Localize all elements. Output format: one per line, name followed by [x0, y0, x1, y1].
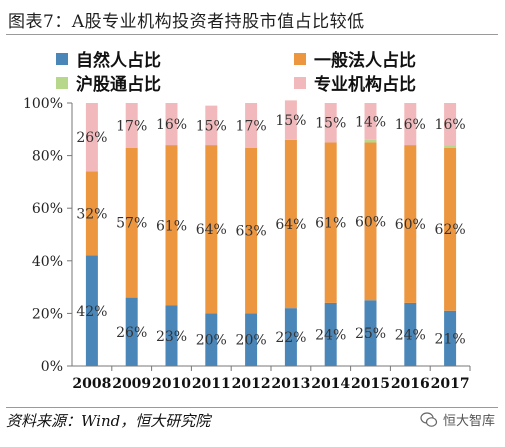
x-tick-label: 2015	[351, 376, 390, 392]
bar-segment	[284, 139, 297, 309]
data-label: 60%	[355, 214, 386, 230]
data-label: 16%	[435, 117, 466, 133]
legend-item-hugutong: 沪股通占比	[56, 70, 161, 95]
bar-segment	[324, 142, 337, 303]
bar-segment	[85, 171, 98, 256]
legend-item-zhuanye: 专业机构占比	[294, 70, 416, 95]
data-label: 22%	[275, 330, 306, 346]
bar-segment	[85, 255, 98, 366]
bar-segment	[444, 147, 457, 311]
bar-segment	[205, 313, 218, 366]
data-label: 42%	[76, 304, 107, 320]
data-label: 21%	[435, 331, 466, 347]
watermark-text: 恒大智库	[442, 414, 495, 429]
bar-segment	[324, 302, 337, 366]
bar-segment	[444, 310, 457, 366]
bar-segment	[364, 103, 377, 140]
data-label: 57%	[116, 216, 147, 232]
y-tick-label: 0%	[41, 359, 63, 375]
legend-item-yiban: 一般法人占比	[294, 46, 416, 71]
x-tick-label: 2010	[152, 376, 191, 392]
x-tick-label: 2017	[431, 376, 470, 392]
source-note: 资料来源：Wind，恒大研究院	[6, 412, 211, 430]
bar-segment	[404, 145, 417, 303]
y-tick-label: 40%	[32, 254, 63, 270]
bar-segment	[165, 103, 178, 146]
legend-label-yiban: 一般法人占比	[314, 51, 416, 71]
title-divider	[6, 34, 498, 35]
data-label: 20%	[236, 333, 267, 349]
data-label: 64%	[196, 222, 227, 238]
data-label: 32%	[76, 206, 107, 222]
data-label: 61%	[315, 216, 346, 232]
watermark: 恒大智库	[420, 410, 495, 429]
bar-segment	[364, 142, 377, 301]
legend-item-ziran: 自然人占比	[56, 46, 161, 71]
bar-segment	[205, 145, 218, 314]
data-label: 64%	[275, 217, 306, 233]
x-tick-label: 2014	[311, 376, 350, 392]
bar-segment	[284, 308, 297, 366]
bar-segment	[364, 139, 377, 143]
data-label: 14%	[355, 114, 386, 130]
x-tick-label: 2011	[192, 376, 231, 392]
bar-segment	[245, 103, 258, 148]
bar-segment	[125, 103, 138, 148]
data-label: 24%	[395, 327, 426, 343]
bar-segment	[284, 100, 297, 140]
x-tick-label: 2009	[112, 376, 151, 392]
data-label: 26%	[76, 130, 107, 146]
bar-segment	[404, 103, 417, 146]
data-label: 20%	[196, 333, 227, 349]
data-label: 17%	[236, 118, 267, 134]
source-divider	[6, 407, 498, 408]
bar-segment	[85, 103, 98, 172]
bar-segment	[245, 147, 258, 314]
chart-legend: 自然人占比 一般法人占比 沪股通占比 专业机构占比	[56, 44, 496, 95]
y-tick-label: 60%	[32, 201, 63, 217]
bar-segment	[165, 305, 178, 366]
x-tick-label: 2012	[232, 376, 271, 392]
data-label: 25%	[355, 326, 386, 342]
wechat-icon	[420, 411, 438, 427]
legend-swatch-hugutong	[56, 76, 68, 89]
bar-segment	[125, 147, 138, 298]
legend-label-ziran: 自然人占比	[76, 51, 161, 71]
data-label: 15%	[275, 113, 306, 129]
legend-swatch-ziran	[56, 52, 68, 65]
bar-segment	[324, 103, 337, 143]
bar-segment	[165, 145, 178, 306]
bar-segment	[404, 302, 417, 366]
bar-segment	[245, 313, 258, 366]
bar-segment	[444, 145, 457, 148]
data-label: 26%	[116, 325, 147, 341]
legend-label-hugutong: 沪股通占比	[76, 75, 161, 95]
legend-swatch-zhuanye	[294, 76, 306, 89]
data-label: 61%	[156, 218, 187, 234]
data-label: 17%	[116, 118, 147, 134]
data-label: 23%	[156, 329, 187, 345]
data-label: 62%	[435, 222, 466, 238]
data-label: 16%	[156, 117, 187, 133]
y-tick-label: 20%	[32, 306, 63, 322]
legend-label-zhuanye: 专业机构占比	[314, 75, 416, 95]
x-tick-label: 2016	[391, 376, 430, 392]
chart-title: 图表7：A股专业机构投资者持股市值占比较低	[8, 12, 365, 32]
bar-segment	[125, 297, 138, 366]
data-label: 60%	[395, 217, 426, 233]
data-label: 24%	[315, 327, 346, 343]
y-tick-label: 80%	[32, 149, 63, 165]
data-label: 15%	[315, 116, 346, 132]
bar-segment	[364, 300, 377, 366]
x-tick-label: 2008	[72, 376, 111, 392]
x-tick-label: 2013	[271, 376, 310, 392]
data-label: 15%	[196, 118, 227, 134]
bar-segment	[444, 103, 457, 146]
legend-swatch-yiban	[294, 52, 306, 65]
y-tick-label: 100%	[23, 96, 63, 112]
data-label: 16%	[395, 117, 426, 133]
data-label: 63%	[236, 224, 267, 240]
stacked-bar-chart: 0% 20% 40% 60% 80% 100% 42% 32% 26% 2008 26% 57% 17%…	[23, 96, 471, 392]
bar-segment	[205, 105, 218, 146]
